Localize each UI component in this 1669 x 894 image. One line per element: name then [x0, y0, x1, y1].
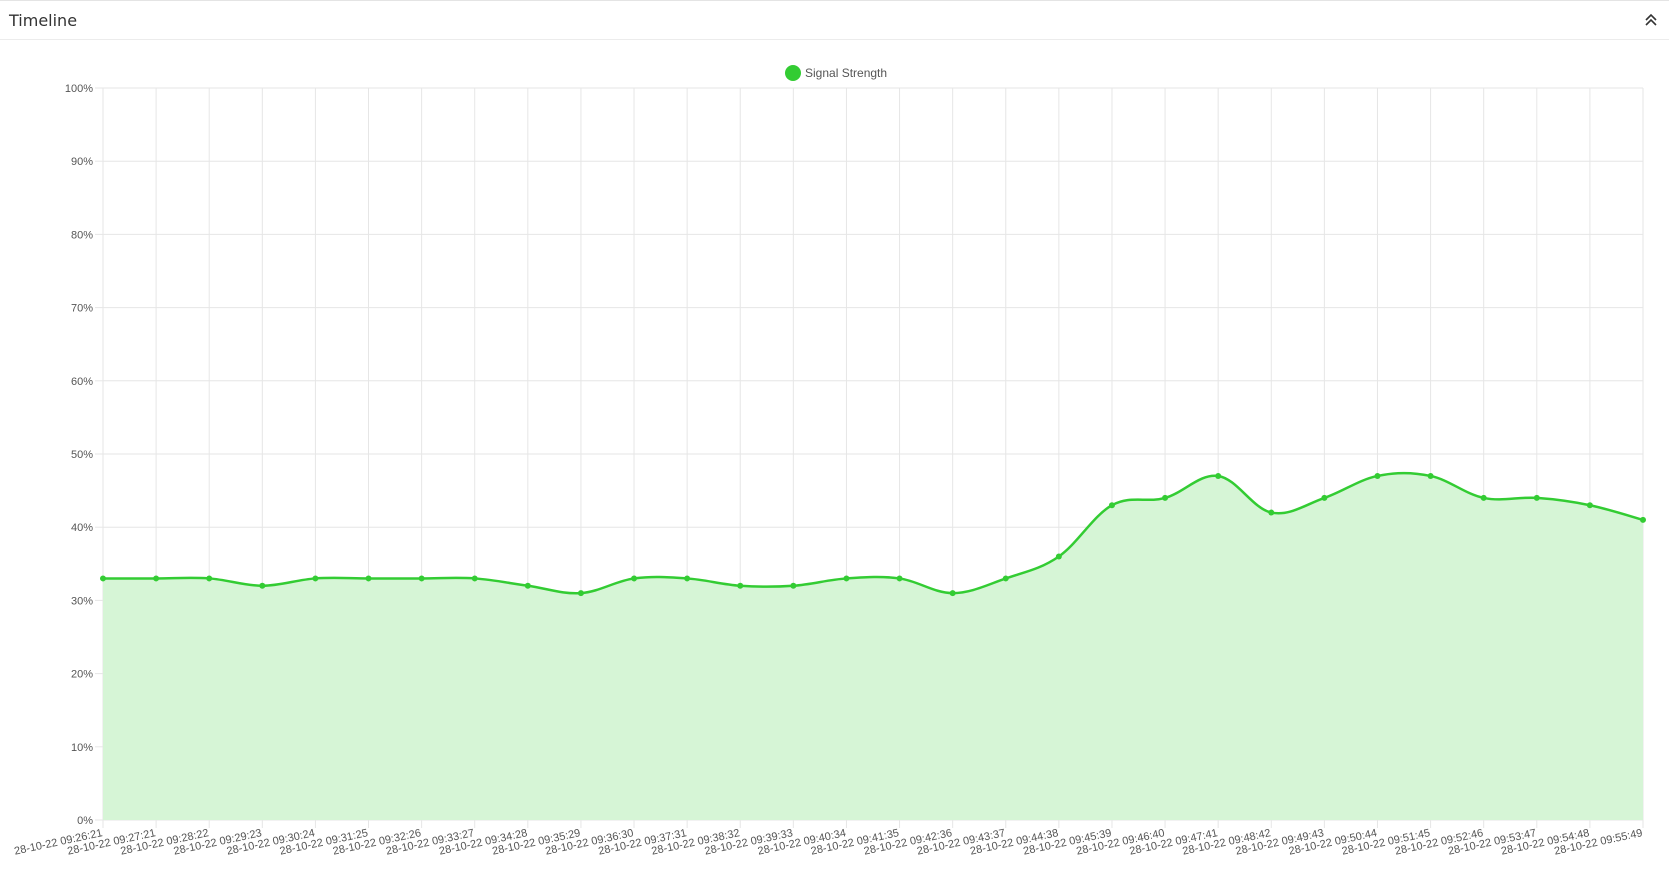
data-point [843, 575, 850, 582]
signal-strength-chart: 0%10%20%30%40%50%60%70%80%90%100%28-10-2… [13, 65, 1646, 858]
data-point [1480, 494, 1487, 501]
data-point [524, 582, 531, 589]
data-point [684, 575, 691, 582]
y-tick-label: 70% [71, 303, 93, 315]
chevron-double-up-icon [1645, 13, 1657, 26]
panel-header: Timeline [0, 0, 1669, 40]
y-tick-label: 0% [77, 815, 93, 827]
data-point [100, 575, 106, 582]
series-area-fill [103, 473, 1643, 820]
y-tick-label: 10% [71, 742, 93, 754]
data-point [1268, 509, 1275, 516]
y-tick-label: 90% [71, 156, 93, 168]
y-tick-label: 20% [71, 669, 93, 681]
legend-marker [785, 65, 801, 81]
data-point [1162, 494, 1169, 501]
data-point [1002, 575, 1009, 582]
data-point [737, 582, 744, 589]
panel-title: Timeline [9, 11, 78, 30]
data-point [1055, 553, 1062, 560]
data-point [1108, 502, 1115, 509]
y-tick-label: 100% [65, 83, 93, 95]
data-point [312, 575, 319, 582]
data-point [949, 590, 956, 597]
y-tick-label: 50% [71, 449, 93, 461]
data-point [206, 575, 213, 582]
data-point [259, 582, 266, 589]
data-point [1533, 494, 1540, 501]
data-point [1640, 516, 1646, 523]
data-point [577, 590, 584, 597]
legend-label: Signal Strength [805, 66, 887, 80]
data-point [418, 575, 425, 582]
data-point [1427, 472, 1434, 479]
data-point [365, 575, 372, 582]
data-point [471, 575, 478, 582]
y-tick-label: 80% [71, 229, 93, 241]
data-point [790, 582, 797, 589]
data-point [1586, 502, 1593, 509]
data-point [1374, 472, 1381, 479]
y-tick-label: 30% [71, 595, 93, 607]
data-point [1321, 494, 1328, 501]
data-point [896, 575, 903, 582]
collapse-button[interactable] [1640, 9, 1662, 31]
data-point [631, 575, 638, 582]
y-tick-label: 40% [71, 522, 93, 534]
y-tick-label: 60% [71, 376, 93, 388]
data-point [153, 575, 160, 582]
data-point [1215, 472, 1222, 479]
